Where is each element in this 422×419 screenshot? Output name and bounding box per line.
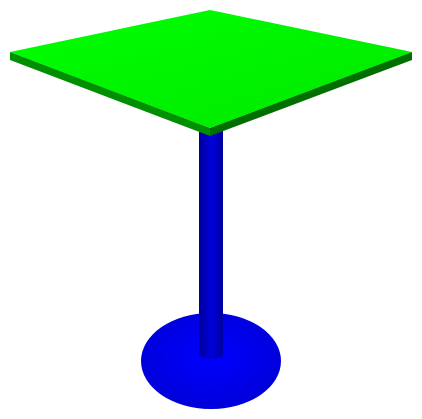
table-post [199, 128, 223, 354]
tabletop-left-edge [10, 52, 210, 136]
table-base [141, 313, 281, 409]
tabletop-surface [10, 10, 412, 128]
tabletop-right-edge [210, 52, 412, 136]
table-post-foot [199, 349, 223, 359]
